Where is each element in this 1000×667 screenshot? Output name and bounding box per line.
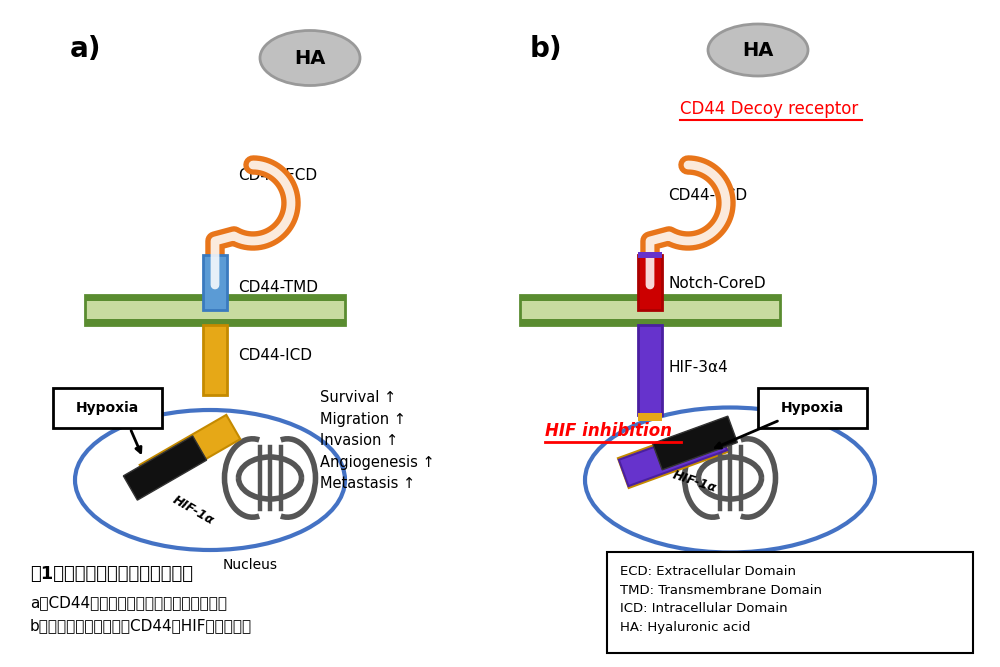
Text: Notch-CoreD: Notch-CoreD xyxy=(668,275,766,291)
FancyBboxPatch shape xyxy=(638,325,662,415)
Text: 図1．　融合タンパクの作用機序: 図1． 融合タンパクの作用機序 xyxy=(30,565,193,583)
FancyBboxPatch shape xyxy=(619,424,727,486)
Text: HIF inhibition: HIF inhibition xyxy=(545,422,672,440)
FancyBboxPatch shape xyxy=(638,252,662,258)
FancyBboxPatch shape xyxy=(53,388,162,428)
FancyBboxPatch shape xyxy=(638,255,662,310)
FancyBboxPatch shape xyxy=(85,295,345,301)
FancyBboxPatch shape xyxy=(123,436,207,500)
Text: Hypoxia: Hypoxia xyxy=(75,401,139,415)
Ellipse shape xyxy=(708,24,808,76)
Text: a）CD44および低酸素応答による癌の増殖: a）CD44および低酸素応答による癌の増殖 xyxy=(30,595,227,610)
FancyBboxPatch shape xyxy=(140,415,240,489)
Text: b): b) xyxy=(530,35,563,63)
Text: HA: HA xyxy=(742,41,774,59)
Text: CD44 Decoy receptor: CD44 Decoy receptor xyxy=(680,100,858,118)
Text: CD44-ECD: CD44-ECD xyxy=(668,187,747,203)
Text: ECD: Extracellular Domain
TMD: Transmembrane Domain
ICD: Intracellular Domain
HA: ECD: Extracellular Domain TMD: Transmemb… xyxy=(620,565,822,634)
Text: CD44-TMD: CD44-TMD xyxy=(238,279,318,295)
FancyBboxPatch shape xyxy=(758,388,867,428)
Text: b）融合タンパクによるCD44とHIFの阻害作用: b）融合タンパクによるCD44とHIFの阻害作用 xyxy=(30,618,252,633)
Text: CD44-ECD: CD44-ECD xyxy=(238,167,317,183)
Text: HIF-1α: HIF-1α xyxy=(170,493,216,527)
Text: a): a) xyxy=(70,35,102,63)
Text: HIF-1α: HIF-1α xyxy=(671,468,719,494)
FancyBboxPatch shape xyxy=(638,413,662,421)
FancyBboxPatch shape xyxy=(653,416,737,470)
FancyBboxPatch shape xyxy=(203,255,227,310)
FancyBboxPatch shape xyxy=(607,552,973,653)
Ellipse shape xyxy=(260,31,360,85)
Text: Survival ↑
Migration ↑
Invasion ↑
Angiogenesis ↑
Metastasis ↑: Survival ↑ Migration ↑ Invasion ↑ Angiog… xyxy=(320,390,435,492)
Text: Nucleus: Nucleus xyxy=(222,558,278,572)
FancyBboxPatch shape xyxy=(520,319,780,325)
Text: Hypoxia: Hypoxia xyxy=(780,401,844,415)
Text: HA: HA xyxy=(294,49,326,67)
FancyBboxPatch shape xyxy=(520,295,780,325)
FancyBboxPatch shape xyxy=(203,325,227,395)
Text: CD44-ICD: CD44-ICD xyxy=(238,348,312,362)
FancyBboxPatch shape xyxy=(85,295,345,325)
FancyBboxPatch shape xyxy=(85,319,345,325)
Text: HIF-3α4: HIF-3α4 xyxy=(668,360,728,376)
FancyBboxPatch shape xyxy=(520,295,780,301)
